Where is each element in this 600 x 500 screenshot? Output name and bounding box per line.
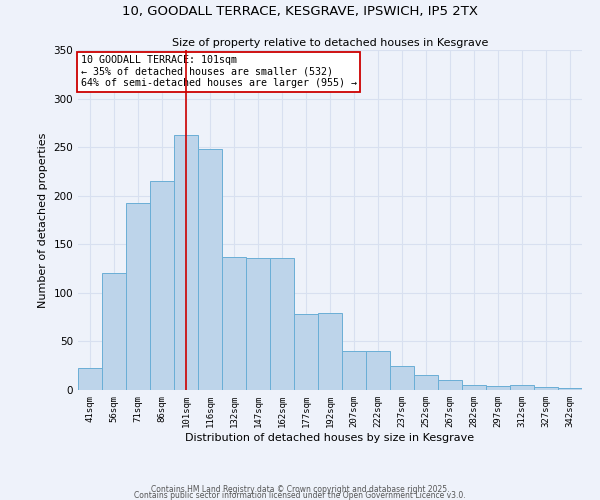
- Title: Size of property relative to detached houses in Kesgrave: Size of property relative to detached ho…: [172, 38, 488, 48]
- Bar: [78, 368, 102, 390]
- Bar: [342, 351, 366, 390]
- Bar: [534, 387, 558, 390]
- Bar: [558, 388, 582, 390]
- Bar: [390, 366, 414, 390]
- Bar: [438, 380, 462, 390]
- Bar: [102, 274, 126, 390]
- Bar: [198, 149, 222, 390]
- Text: 10, GOODALL TERRACE, KESGRAVE, IPSWICH, IP5 2TX: 10, GOODALL TERRACE, KESGRAVE, IPSWICH, …: [122, 5, 478, 18]
- Text: 10 GOODALL TERRACE: 101sqm
← 35% of detached houses are smaller (532)
64% of sem: 10 GOODALL TERRACE: 101sqm ← 35% of deta…: [80, 55, 356, 88]
- Bar: [126, 204, 150, 390]
- Bar: [294, 314, 318, 390]
- Bar: [222, 257, 246, 390]
- Bar: [174, 136, 198, 390]
- Bar: [462, 385, 486, 390]
- Bar: [366, 351, 390, 390]
- Text: Contains public sector information licensed under the Open Government Licence v3: Contains public sector information licen…: [134, 490, 466, 500]
- X-axis label: Distribution of detached houses by size in Kesgrave: Distribution of detached houses by size …: [185, 432, 475, 442]
- Text: Contains HM Land Registry data © Crown copyright and database right 2025.: Contains HM Land Registry data © Crown c…: [151, 485, 449, 494]
- Bar: [318, 314, 342, 390]
- Bar: [486, 386, 510, 390]
- Bar: [270, 258, 294, 390]
- Bar: [246, 258, 270, 390]
- Bar: [150, 181, 174, 390]
- Y-axis label: Number of detached properties: Number of detached properties: [38, 132, 48, 308]
- Bar: [414, 376, 438, 390]
- Bar: [510, 385, 534, 390]
